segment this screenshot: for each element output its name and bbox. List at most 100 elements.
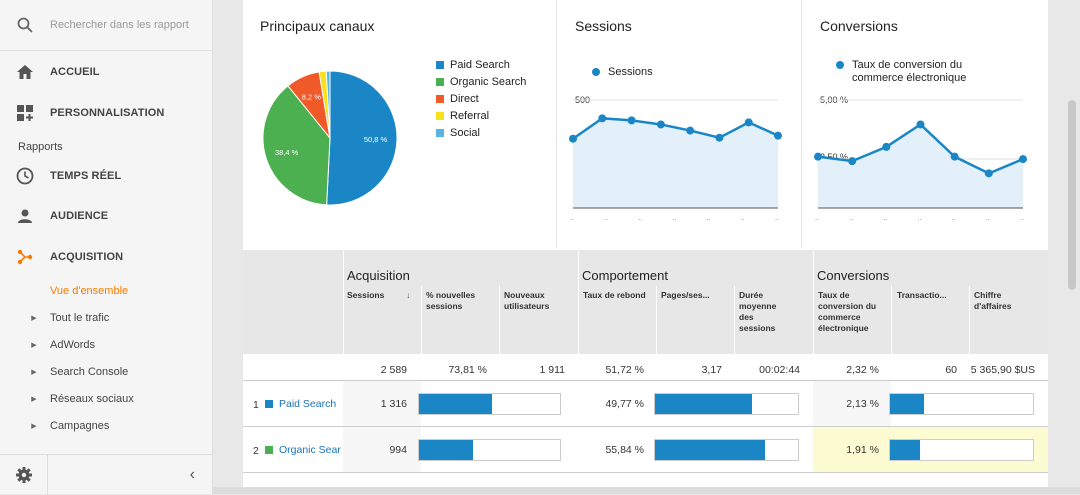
total-pages-session: 3,17: [701, 364, 722, 376]
expand-triangle-icon: ▶: [31, 396, 37, 403]
sidebar-footer: ‹: [0, 454, 213, 495]
legend-label: Direct: [450, 93, 479, 105]
sessions-card: Sessions Sessions 500 250 ..............: [558, 0, 802, 248]
channels-card: Principaux canaux 50,8 % 38,4 % 8,2 % Paid…: [243, 0, 557, 248]
nav-sub-item[interactable]: ▶ Campagnes: [0, 416, 213, 436]
channels-pie-chart: 50,8 % 38,4 % 8,2 %: [262, 70, 398, 206]
table-row: 2 Organic Search 994 55,84 % 1,91 %: [243, 426, 1048, 473]
sort-desc-icon[interactable]: ↓: [406, 290, 411, 300]
conversion-bar: [889, 393, 1034, 415]
line-area: [573, 118, 778, 208]
nav-realtime[interactable]: TEMPS RÉEL: [0, 156, 213, 196]
nav-sub-item[interactable]: ▶ Search Console: [0, 362, 213, 382]
pie-slice-label: 8,2 %: [302, 92, 322, 101]
col-avg-duration[interactable]: Durée moyenne des sessions: [739, 290, 777, 333]
bounce-bar-fill: [655, 394, 753, 414]
nav-audience-label: AUDIENCE: [50, 210, 109, 222]
collapse-sidebar-icon[interactable]: ‹: [189, 465, 195, 483]
nav-customization[interactable]: PERSONNALISATION: [0, 93, 213, 133]
bounce-bar: [654, 393, 799, 415]
col-new-users[interactable]: Nouveaux utilisateurs: [504, 290, 550, 311]
x-tick-label: ..: [570, 215, 574, 220]
total-new-users: 1 911: [539, 364, 566, 376]
horizontal-scrollbar[interactable]: [213, 487, 1080, 494]
nav-acquisition[interactable]: ACQUISITION: [0, 237, 213, 277]
legend-item: Referral: [436, 110, 489, 122]
data-point: [916, 120, 925, 129]
nav-sub-item[interactable]: ▶ Tout le trafic: [0, 308, 213, 328]
nav-customization-label: PERSONNALISATION: [50, 107, 165, 119]
conversions-line-chart: ..............: [814, 99, 1027, 220]
table-header: Acquisition Comportement Conversions Ses…: [243, 250, 1048, 354]
line-area: [818, 124, 1023, 208]
nav-acquisition-overview[interactable]: Vue d'ensemble: [50, 285, 129, 297]
row-channel-link[interactable]: Paid Search: [279, 398, 337, 410]
data-point: [814, 152, 822, 161]
totals-row: [343, 354, 1048, 380]
legend-label: Organic Search: [450, 76, 527, 88]
row-color-swatch: [265, 446, 273, 454]
x-tick-label: ..: [707, 215, 711, 220]
data-point: [882, 142, 891, 151]
channels-title: Principaux canaux: [260, 18, 375, 34]
x-tick-label: ..: [1020, 215, 1024, 220]
sessions-title: Sessions: [575, 18, 632, 34]
clock-icon: [0, 167, 50, 185]
expand-triangle-icon: ▶: [31, 315, 37, 322]
legend-label: Referral: [450, 110, 490, 122]
nav-audience[interactable]: AUDIENCE: [0, 196, 213, 236]
series-line: [572, 117, 779, 140]
data-point: [774, 131, 782, 140]
row-conversion-rate: 2,13 %: [846, 398, 879, 410]
col-conversion-rate[interactable]: Taux de conversion du commerce électroni…: [818, 290, 877, 333]
x-tick-label: ..: [952, 215, 956, 220]
pie-slice-label: 50,8 %: [364, 135, 388, 144]
x-tick-label: ..: [815, 215, 819, 220]
data-point: [950, 152, 959, 161]
nav-sub-item[interactable]: ▶ Réseaux sociaux: [0, 389, 213, 409]
total-new-sessions: 73,81 %: [448, 364, 487, 376]
nav-home[interactable]: ACCUEIL: [0, 52, 213, 92]
total-sessions: 2 589: [380, 364, 407, 376]
legend-swatch: [436, 129, 444, 137]
sidebar: Rechercher dans les rapport ACCUEIL PERS…: [0, 0, 213, 495]
sessions-legend: Sessions: [592, 66, 653, 79]
y-axis-label: 2,50 %: [820, 152, 849, 162]
pie-slice: [325, 70, 331, 139]
expand-triangle-icon: ▶: [31, 342, 37, 349]
nav-sub-item[interactable]: ▶ AdWords: [0, 335, 213, 355]
row-bounce-rate: 49,77 %: [605, 398, 644, 410]
data-point: [744, 118, 753, 127]
conversions-legend: Taux de conversion du commerce électroni…: [836, 59, 996, 85]
col-transactions[interactable]: Transactio...: [897, 290, 947, 300]
sessions-bar: [418, 393, 561, 415]
total-revenue: 5 365,90 $US: [970, 364, 1035, 376]
reports-section-label: Rapports: [18, 141, 63, 153]
sessions-bar: [418, 439, 561, 461]
col-pages-session[interactable]: Pages/ses...: [661, 290, 710, 300]
search-input[interactable]: Rechercher dans les rapport: [50, 19, 189, 31]
legend-item: Paid Search: [436, 59, 510, 71]
x-tick-label: ..: [775, 215, 779, 220]
x-tick-label: ..: [638, 215, 642, 220]
main-content: Principaux canaux 50,8 % 38,4 % 8,2 % Paid…: [243, 0, 1048, 494]
x-tick-label: ..: [673, 215, 677, 220]
legend-label: Paid Search: [450, 59, 510, 71]
col-sessions[interactable]: Sessions: [347, 290, 385, 300]
sessions-bar-fill: [419, 394, 493, 414]
vertical-scrollbar[interactable]: [1068, 100, 1076, 290]
row-channel-link[interactable]: Organic Search: [279, 444, 341, 456]
col-revenue[interactable]: Chiffre d'affaires: [974, 290, 1012, 311]
data-point: [598, 114, 607, 123]
group-conversions: Conversions: [817, 268, 890, 283]
search-row[interactable]: Rechercher dans les rapport: [0, 0, 213, 51]
nav-sub-item-label: Campagnes: [50, 420, 110, 432]
nav-sub-item-label: Tout le trafic: [50, 312, 110, 324]
data-point: [715, 133, 724, 142]
col-new-sessions[interactable]: % nouvelles sessions: [426, 290, 476, 311]
legend-dot: [836, 61, 844, 69]
col-bounce-rate[interactable]: Taux de rebond: [583, 290, 646, 300]
nav-sub-item-label: Réseaux sociaux: [50, 393, 134, 405]
gear-icon[interactable]: [0, 454, 48, 495]
total-avg-duration: 00:02:44: [759, 364, 800, 376]
